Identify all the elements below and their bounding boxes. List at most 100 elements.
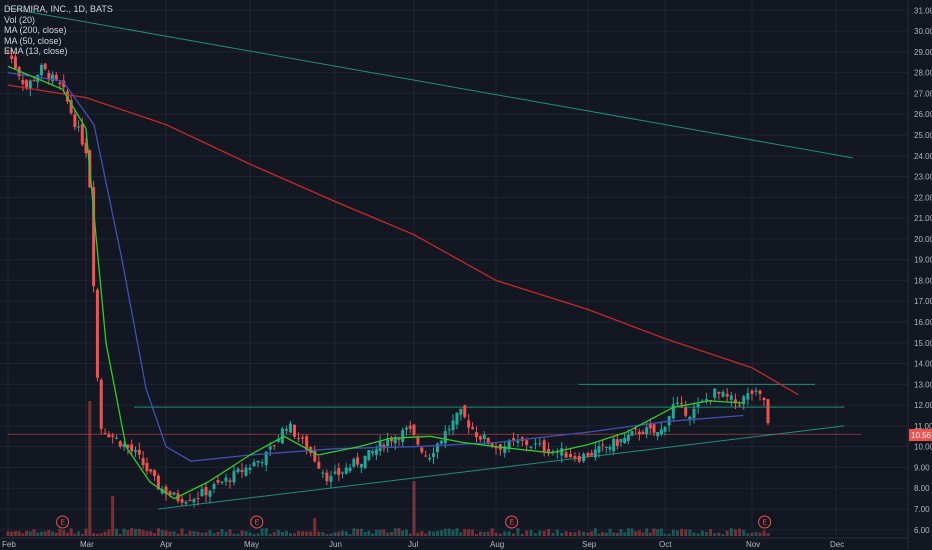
volume-bar	[39, 531, 43, 536]
candle-body	[696, 403, 700, 407]
candle-body	[344, 467, 348, 474]
candle-body	[401, 430, 405, 443]
volume-bar	[359, 528, 363, 536]
candle-body	[547, 449, 551, 454]
volume-bar	[393, 528, 397, 536]
volume-bar	[721, 533, 725, 536]
volume-bar	[538, 530, 542, 536]
candle-body	[103, 433, 107, 435]
candle-body	[272, 445, 276, 447]
volume-bar	[615, 532, 619, 536]
volume-bar	[280, 532, 284, 536]
candle-body	[490, 442, 494, 447]
candle-body	[671, 404, 675, 419]
candle-body	[393, 437, 397, 444]
volume-bar	[512, 533, 516, 536]
trend-lines[interactable]	[7, 7, 862, 510]
price-tick-label: 18.00	[914, 276, 932, 285]
price-tick-label: 13.00	[914, 380, 932, 389]
candle-body	[244, 467, 248, 476]
candle-body	[478, 436, 482, 440]
candlesticks	[6, 49, 770, 508]
legend-symbol[interactable]: DERMIRA, INC., 1D, BATS	[4, 4, 113, 14]
legend-vol[interactable]: Vol (20)	[4, 14, 36, 25]
volume-bar	[293, 533, 297, 536]
candle-body	[389, 438, 393, 442]
candle-body	[232, 470, 236, 483]
volume-bar	[224, 531, 228, 536]
volume-bar	[305, 531, 309, 536]
candle-body	[416, 437, 420, 445]
candle-body	[54, 74, 58, 80]
price-tick-label: 8.00	[914, 484, 930, 493]
candle-body	[630, 431, 634, 436]
candle-body	[371, 451, 375, 454]
volume-bar	[276, 529, 280, 536]
time-tick-label: Feb	[2, 540, 16, 549]
candle-body	[164, 486, 168, 495]
price-tick-label: 17.00	[914, 297, 932, 306]
ma200-line	[7, 84, 799, 396]
candle-body	[482, 434, 486, 440]
volume-bar	[408, 533, 412, 536]
volume-bar	[268, 533, 272, 536]
volume-bar	[573, 532, 577, 536]
volume-bar	[459, 532, 463, 536]
legend-ma200[interactable]: MA (200, close)	[4, 25, 67, 35]
volume-bar	[555, 529, 559, 536]
volume-bar	[352, 528, 356, 536]
volume-bar	[111, 496, 115, 536]
candle-body	[374, 449, 378, 456]
candle-body	[192, 499, 196, 503]
candle-body	[474, 432, 478, 438]
candle-body	[114, 437, 118, 439]
candle-body	[729, 395, 733, 400]
volume-bar	[363, 532, 367, 536]
volume-bar	[371, 533, 375, 536]
volume-bar	[184, 533, 188, 536]
volume-bar	[577, 530, 581, 536]
earnings-marker	[758, 515, 772, 529]
volume-bar	[118, 533, 122, 536]
volume-bar	[733, 529, 737, 536]
candle-body	[420, 447, 424, 453]
candle-body	[252, 462, 256, 467]
candle-body	[212, 483, 216, 489]
candle-body	[156, 475, 160, 490]
volume-bar	[321, 532, 325, 536]
candle-body	[62, 80, 66, 88]
volume-bar	[137, 529, 141, 536]
legend-ema13[interactable]: EMA (13, close)	[4, 46, 68, 56]
candle-body	[325, 472, 329, 482]
volume-bar	[738, 528, 742, 536]
volume-bar	[447, 528, 451, 536]
volume-bar	[378, 529, 382, 536]
price-tick-label: 6.00	[914, 526, 930, 535]
candle-body	[754, 390, 758, 392]
price-tick-label: 28.00	[914, 69, 932, 78]
volume-bar	[80, 533, 84, 536]
candle-body	[224, 477, 228, 482]
time-axis[interactable]: Feb Mar Apr May Jun Jul Aug Sep Oct Nov Dec	[0, 537, 908, 549]
volume-bar	[729, 528, 733, 536]
volume-bar	[386, 532, 390, 536]
volume-bar	[746, 533, 750, 536]
candle-body	[634, 428, 638, 430]
candle-body	[317, 461, 321, 469]
candle-body	[645, 427, 649, 435]
candle-body	[188, 499, 192, 502]
candle-body	[39, 64, 43, 76]
legend-ma50[interactable]: MA (50, close)	[4, 35, 62, 46]
volume-bar	[766, 532, 770, 536]
volume-bar	[482, 531, 486, 536]
candle-body	[92, 187, 96, 287]
volume-bar	[317, 531, 321, 536]
volume-bar	[6, 531, 10, 536]
volume-bar	[762, 530, 766, 536]
price-axis[interactable]: 31.00 30.00 29.00 28.00 27.00 26.00 25.00 24.00…	[907, 0, 932, 550]
volume-bar	[401, 530, 405, 536]
candle-body	[684, 407, 688, 416]
